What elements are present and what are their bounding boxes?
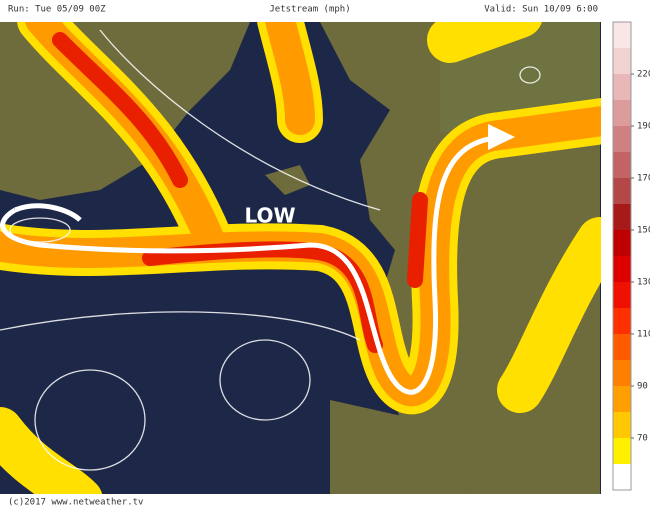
- footer-credit: (c)2017 www.netweather.tv: [8, 498, 143, 508]
- colorbar-label: 190: [637, 122, 650, 132]
- colorbar-frame: [612, 21, 632, 491]
- contours: [0, 29, 541, 471]
- colorbar-label: 70: [637, 434, 648, 444]
- colorbar-band: [613, 412, 631, 438]
- valid-label: Valid: Sun 10/09 6:00: [484, 5, 598, 15]
- colorbar-band: [613, 48, 631, 74]
- colorbar-band: [613, 126, 631, 152]
- colorbar-band: [613, 282, 631, 308]
- arrow-head: [488, 124, 515, 150]
- colorbar-band: [613, 464, 631, 490]
- colorbar-band: [613, 178, 631, 204]
- colorbar-band: [613, 230, 631, 256]
- colorbar-label: 130: [637, 278, 650, 288]
- colorbar-band: [613, 386, 631, 412]
- colorbar-band: [613, 334, 631, 360]
- jet-arrow-tail: [14, 203, 82, 222]
- jet-arrow: [0, 135, 496, 395]
- colorbar-band: [613, 74, 631, 100]
- map-area: LOW: [0, 22, 601, 494]
- colorbar: 220 190 170 150 130 110 90 70: [612, 21, 650, 491]
- colorbar-label: 150: [637, 226, 650, 236]
- low-label: LOW: [244, 204, 295, 228]
- colorbar-band: [613, 22, 631, 48]
- colorbar-band: [613, 100, 631, 126]
- map-title: Jetstream (mph): [269, 5, 350, 15]
- colorbar-band: [613, 152, 631, 178]
- colorbar-band: [613, 256, 631, 282]
- colorbar-band: [613, 308, 631, 334]
- colorbar-label: 90: [637, 382, 648, 392]
- colorbar-label: 170: [637, 174, 650, 184]
- colorbar-band: [613, 204, 631, 230]
- colorbar-band: [613, 360, 631, 386]
- colorbar-band: [613, 438, 631, 464]
- colorbar-label: 110: [637, 330, 650, 340]
- colorbar-label: 220: [637, 70, 650, 80]
- run-label: Run: Tue 05/09 00Z: [8, 5, 106, 15]
